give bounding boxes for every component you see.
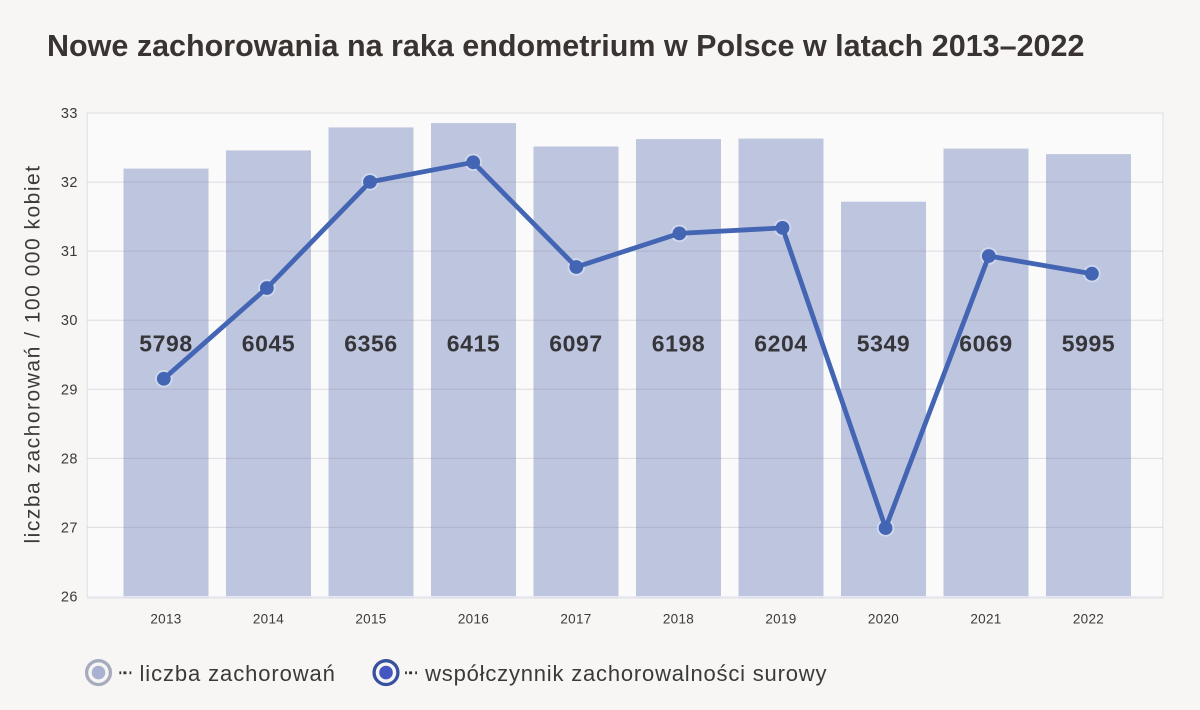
svg-text:5798: 5798: [139, 331, 193, 357]
svg-text:2013: 2013: [150, 612, 181, 627]
svg-text:2017: 2017: [560, 612, 591, 627]
svg-text:liczba zachorowań / 100 000 ko: liczba zachorowań / 100 000 kobiet: [22, 164, 45, 543]
svg-text:30: 30: [61, 313, 78, 329]
svg-text:33: 33: [61, 106, 78, 122]
svg-text:6356: 6356: [344, 331, 398, 357]
svg-text:6045: 6045: [242, 331, 296, 357]
svg-text:28: 28: [61, 451, 78, 467]
svg-text:2016: 2016: [458, 612, 489, 627]
svg-text:31: 31: [61, 244, 78, 260]
svg-text:6097: 6097: [549, 331, 603, 357]
svg-text:2020: 2020: [868, 612, 899, 627]
svg-text:6415: 6415: [447, 331, 501, 357]
svg-text:współczynnik zachorowalności s: współczynnik zachorowalności surowy: [424, 661, 827, 686]
svg-text:6198: 6198: [652, 331, 706, 357]
svg-text:2021: 2021: [970, 612, 1001, 627]
svg-text:2015: 2015: [355, 612, 386, 627]
svg-text:27: 27: [61, 520, 78, 536]
svg-text:2022: 2022: [1073, 612, 1104, 627]
svg-text:5995: 5995: [1062, 331, 1116, 357]
svg-text:26: 26: [61, 590, 78, 606]
svg-text:Nowe zachorowania na raka endo: Nowe zachorowania na raka endometrium w …: [47, 29, 1084, 63]
svg-text:liczba zachorowań: liczba zachorowań: [140, 661, 336, 686]
svg-text:5349: 5349: [857, 331, 911, 357]
svg-text:6069: 6069: [959, 331, 1013, 357]
svg-text:2014: 2014: [253, 612, 284, 627]
svg-text:2019: 2019: [765, 612, 796, 627]
svg-text:6204: 6204: [754, 331, 808, 357]
svg-text:29: 29: [61, 382, 78, 398]
svg-text:2018: 2018: [663, 612, 694, 627]
svg-text:32: 32: [61, 175, 78, 191]
